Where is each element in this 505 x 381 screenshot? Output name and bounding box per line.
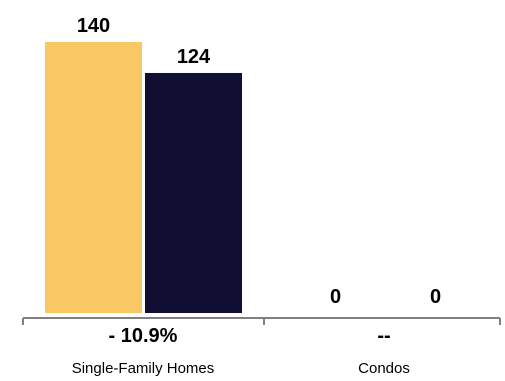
- bar-2-single-family: [145, 72, 242, 313]
- labels-layer: 140 124 - 10.9% Single-Family Homes 0 0 -- Cond…: [72, 15, 441, 377]
- bars-layer: [45, 42, 242, 313]
- x-axis: [22, 317, 501, 325]
- data-label: 124: [177, 46, 211, 68]
- data-label: 0: [330, 286, 341, 308]
- change-label: - 10.9%: [109, 325, 178, 347]
- change-label: --: [377, 325, 390, 347]
- category-label: Single-Family Homes: [72, 360, 215, 377]
- data-label: 0: [430, 286, 441, 308]
- bar-1-single-family: [45, 42, 142, 313]
- category-label: Condos: [358, 360, 410, 377]
- data-label: 140: [77, 15, 110, 37]
